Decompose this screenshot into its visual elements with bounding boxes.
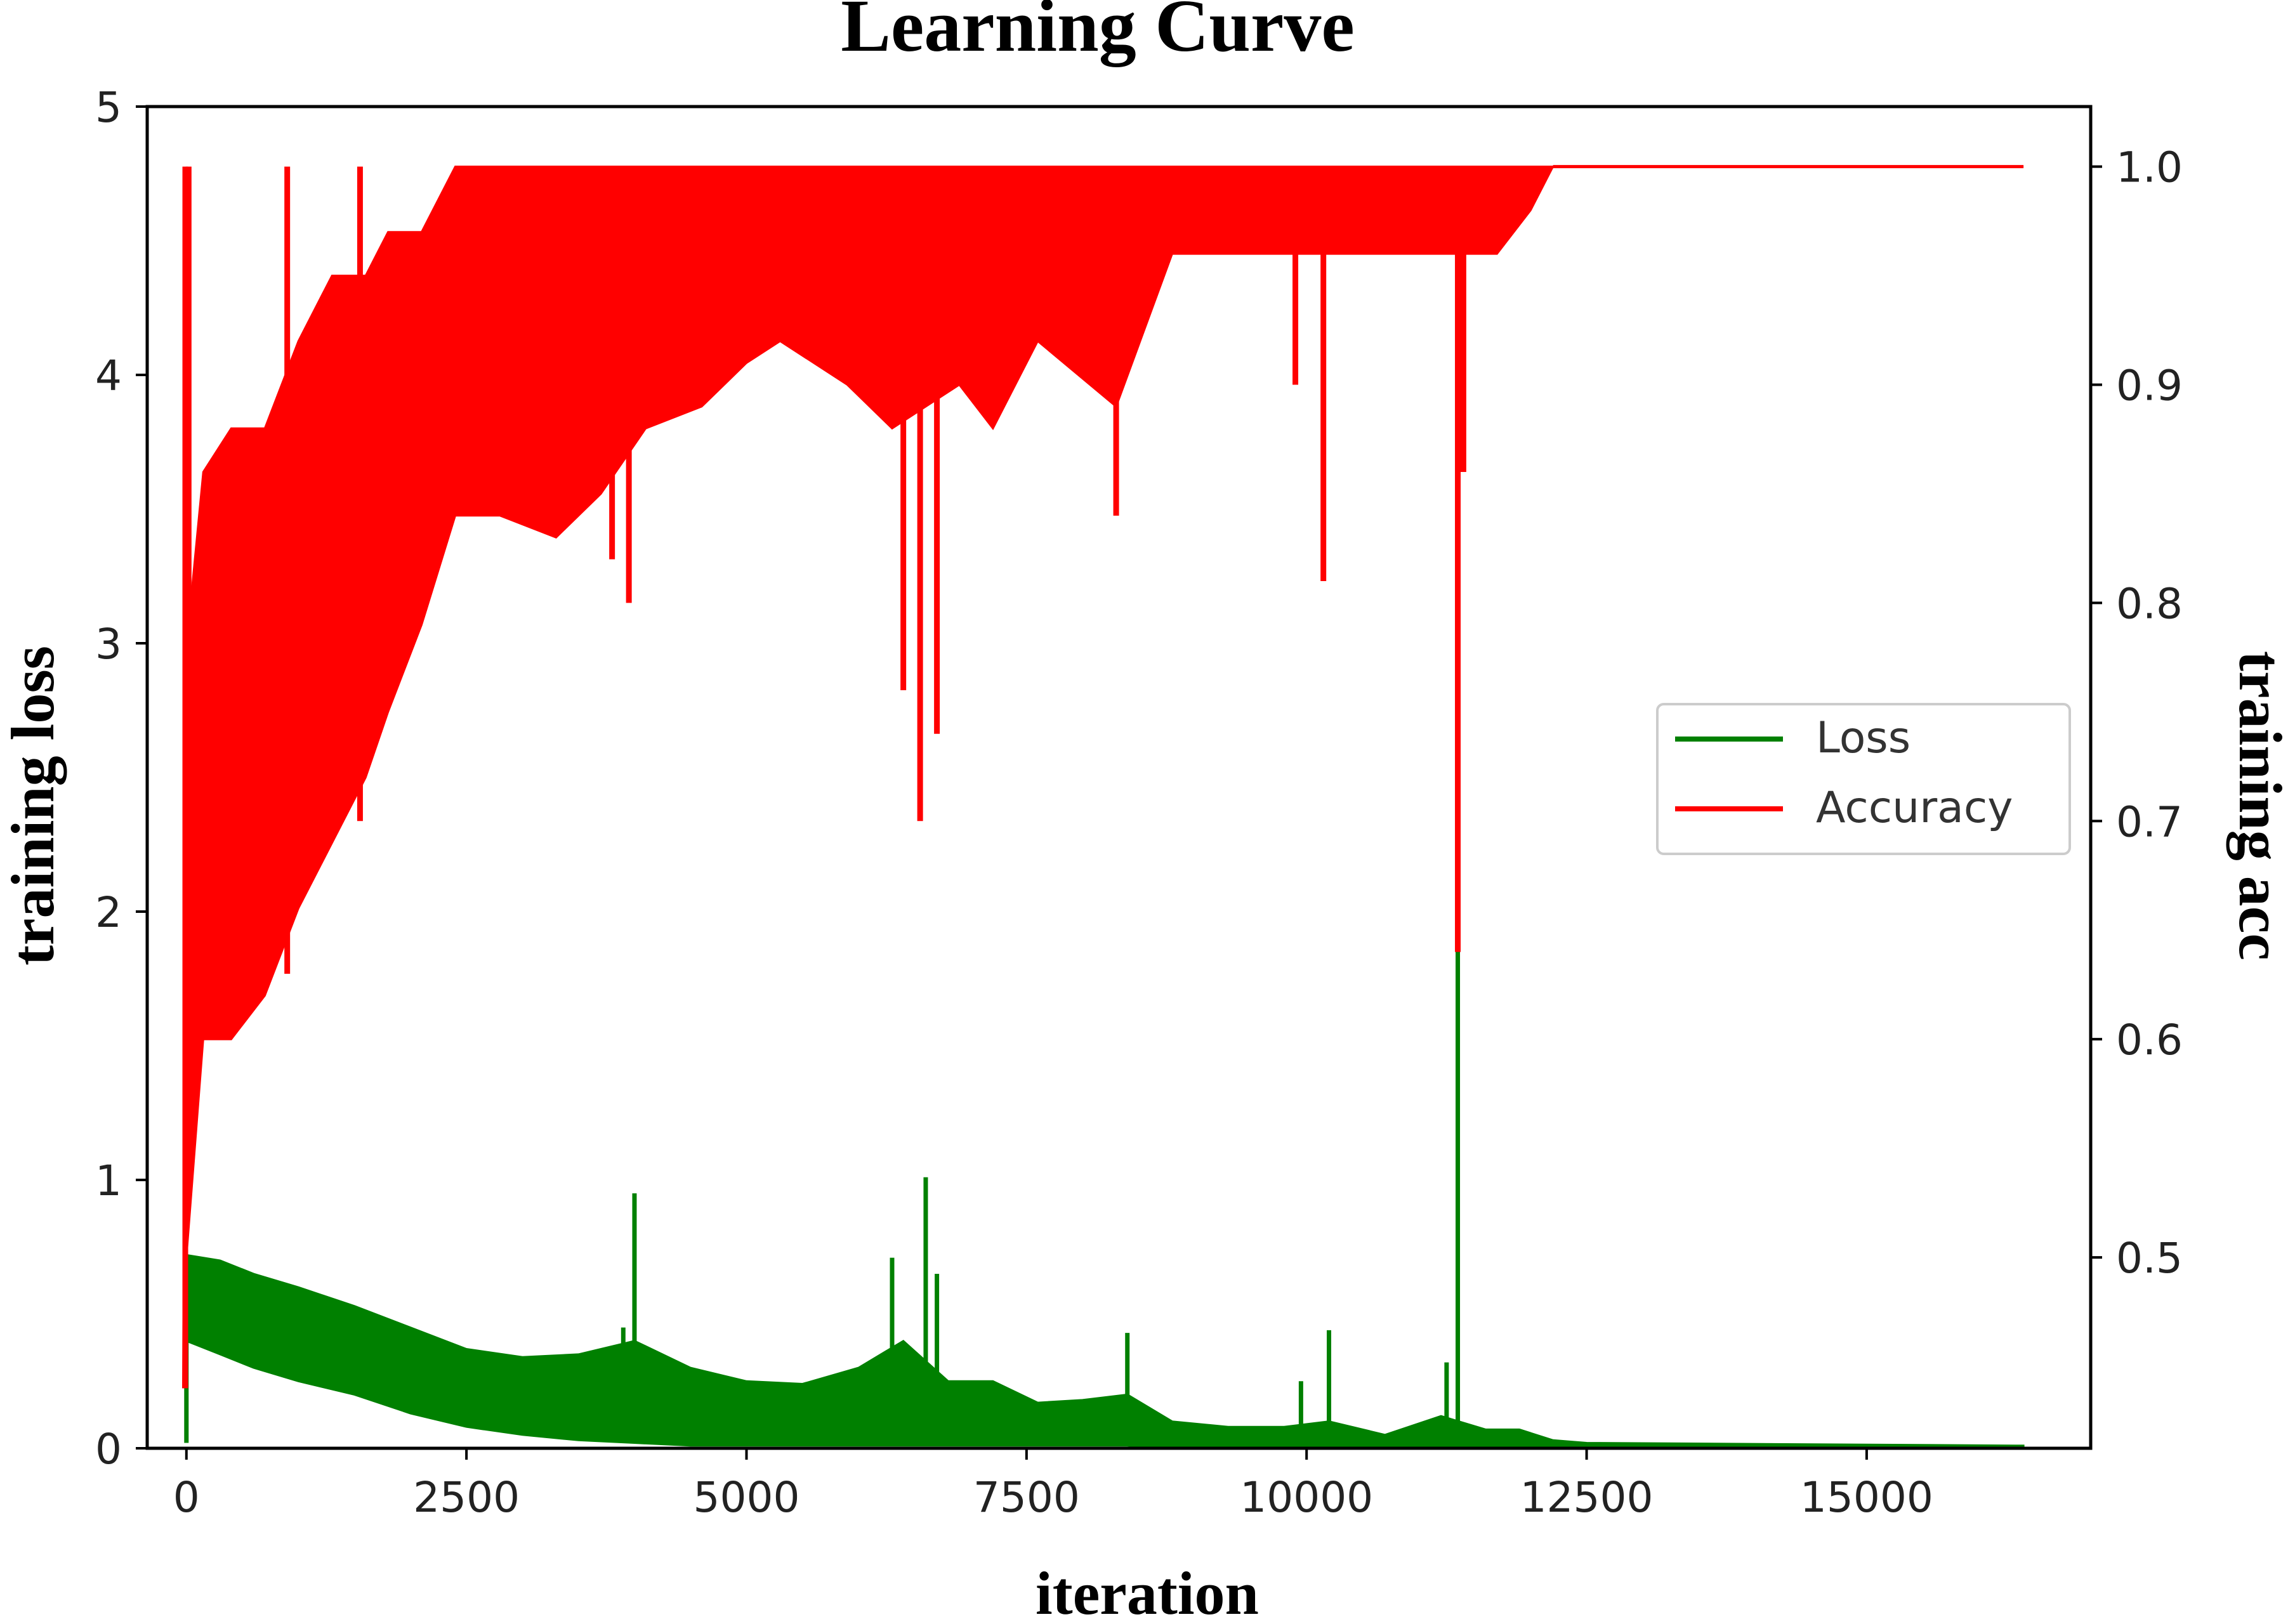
y-right-tick-label: 0.9 — [2116, 361, 2183, 410]
x-tick-label: 0 — [173, 1473, 200, 1522]
x-tick-label: 2500 — [413, 1473, 520, 1522]
plot-frame — [145, 105, 2093, 1450]
x-tick-label: 5000 — [694, 1473, 800, 1522]
accuracy-series — [182, 165, 2024, 1389]
y-left-tick-label: 4 — [95, 351, 122, 400]
y-axis-left: 0 1 2 3 4 5 — [95, 83, 147, 1474]
y-left-tick-label: 2 — [95, 888, 122, 937]
y-left-tick-label: 5 — [95, 83, 122, 132]
legend-accuracy-label: Accuracy — [1816, 783, 2013, 833]
x-tick-label: 7500 — [973, 1473, 1080, 1522]
y-right-tick-label: 0.8 — [2116, 579, 2183, 628]
x-axis: 0 2500 5000 7500 10000 12500 15000 — [173, 1448, 1933, 1522]
x-tick-label: 12500 — [1520, 1473, 1654, 1522]
x-tick-label: 15000 — [1800, 1473, 1933, 1522]
x-axis-label: iteration — [1036, 1559, 1259, 1624]
legend-loss-label: Loss — [1816, 713, 1910, 763]
y-axis-right: 0.5 0.6 0.7 0.8 0.9 1.0 — [2091, 143, 2183, 1283]
x-tick-label: 10000 — [1240, 1473, 1373, 1522]
y-left-tick-label: 1 — [95, 1156, 122, 1205]
y-right-tick-label: 0.5 — [2116, 1234, 2183, 1283]
y-left-tick-label: 3 — [95, 620, 122, 669]
y-right-tick-label: 0.7 — [2116, 797, 2183, 846]
legend: Loss Accuracy — [1656, 703, 2071, 855]
y-right-tick-label: 0.6 — [2116, 1016, 2183, 1064]
y-axis-label-right: training acc — [2226, 651, 2294, 960]
y-axis-label-left: training loss — [0, 646, 67, 966]
y-left-tick-label: 0 — [95, 1425, 122, 1474]
y-right-tick-label: 1.0 — [2116, 143, 2183, 192]
chart-title: Learning Curve — [841, 0, 1355, 67]
accuracy-band — [182, 166, 2024, 1389]
